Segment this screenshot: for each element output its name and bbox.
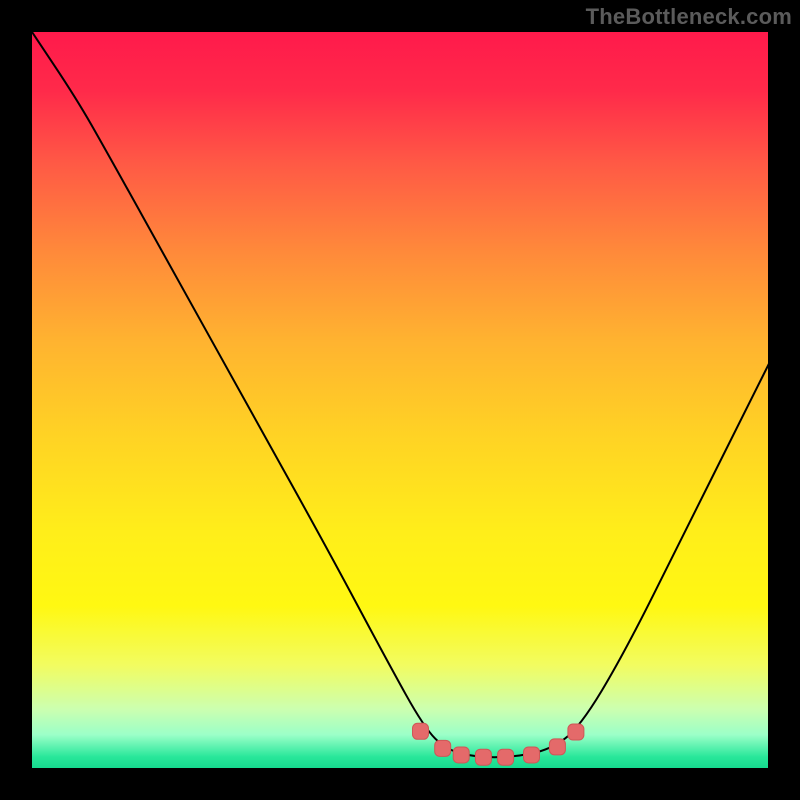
curve-marker <box>524 747 540 763</box>
curve-marker <box>568 724 584 740</box>
curve-marker <box>475 749 491 765</box>
plot-area <box>30 30 770 770</box>
curve-marker <box>435 740 451 756</box>
bottleneck-curve <box>32 32 772 757</box>
curve-marker <box>498 749 514 765</box>
chart-canvas: TheBottleneck.com <box>0 0 800 800</box>
curve-marker <box>453 747 469 763</box>
curve-overlay <box>32 32 772 772</box>
watermark-text: TheBottleneck.com <box>586 4 792 30</box>
curve-marker <box>549 739 565 755</box>
curve-marker <box>413 723 429 739</box>
